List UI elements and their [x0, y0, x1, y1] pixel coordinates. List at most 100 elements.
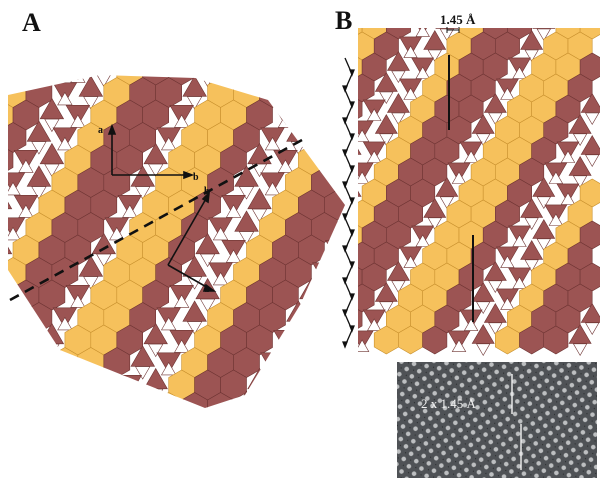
polyhedron: [560, 192, 576, 205]
polyhedron: [483, 93, 507, 113]
polyhedron: [532, 28, 556, 29]
polyhedron: [65, 75, 91, 82]
polyhedron: [199, 253, 216, 268]
polyhedron: [186, 96, 203, 110]
polyhedron: [500, 255, 515, 268]
polyhedron: [251, 208, 268, 223]
polyhedron: [264, 136, 281, 151]
polyhedron: [160, 316, 177, 331]
polyhedron: [366, 150, 382, 163]
polyhedron: [8, 324, 14, 356]
polyhedron: [182, 255, 207, 277]
polyhedron: [8, 347, 27, 378]
polyhedron: [560, 150, 576, 163]
polyhedron: [78, 255, 104, 277]
polyhedron: [524, 259, 539, 273]
polyhedron: [329, 249, 345, 263]
polyhedron: [290, 321, 307, 335]
polyhedron: [403, 87, 418, 100]
polyhedron: [386, 93, 410, 113]
polyhedron: [298, 369, 325, 401]
polyhedron: [391, 70, 406, 83]
polyhedron: [259, 392, 286, 408]
polyhedron: [512, 66, 527, 79]
zigzag-arrow-head: [342, 245, 348, 253]
polyhedron: [0, 254, 7, 266]
polyhedron: [572, 175, 588, 188]
polyhedron: [324, 324, 345, 356]
axes-lower: [167, 190, 217, 292]
zigzag-arrow-head: [349, 133, 355, 141]
polyhedron: [160, 136, 177, 151]
polyhedron: [147, 343, 164, 358]
polyhedra-layer-a: [0, 75, 345, 424]
polyhedron: [238, 231, 255, 245]
polyhedron: [536, 28, 552, 41]
panel-b-label: B: [335, 6, 353, 35]
polyhedron: [147, 163, 164, 178]
zigzag-arrow-head: [342, 117, 348, 125]
polyhedron: [173, 339, 190, 353]
polyhedron: [290, 96, 307, 110]
polyhedron: [18, 384, 34, 398]
zigzag-arrow-head: [349, 69, 355, 77]
polyhedron: [277, 114, 294, 128]
polyhedron: [584, 112, 600, 125]
polyhedron: [311, 347, 338, 378]
polyhedron: [143, 322, 168, 345]
polyhedron: [186, 321, 203, 335]
panel-a-structure: [0, 75, 345, 424]
polyhedron: [325, 75, 345, 82]
polyhedron: [225, 75, 242, 83]
spacing-label: 1.45 Å: [440, 12, 476, 27]
polyhedron: [422, 325, 448, 355]
polyhedron: [423, 30, 447, 50]
polyhedron: [212, 271, 229, 286]
polyhedron: [391, 112, 406, 125]
polyhedron: [286, 75, 311, 97]
panel-b-structure: [358, 28, 600, 356]
polyhedron: [488, 112, 503, 125]
polyhedron: [70, 75, 86, 83]
polyhedra-layer-b: [358, 28, 600, 356]
polyhedron: [26, 345, 52, 367]
polyhedron: [18, 159, 34, 173]
polyhedron: [488, 322, 503, 335]
zigzag-arrow-head: [342, 341, 348, 349]
polyhedron: [96, 253, 112, 268]
polyhedron: [44, 343, 60, 358]
polyhedron: [427, 217, 443, 230]
polyhedron: [285, 347, 312, 378]
polyhedron: [13, 374, 39, 397]
polyhedron: [147, 388, 164, 403]
polyhedron: [273, 329, 298, 352]
polyhedron: [90, 369, 118, 401]
polyhedron: [572, 343, 588, 356]
polyhedron: [572, 133, 588, 146]
polyhedron: [134, 186, 151, 200]
polyhedron: [584, 322, 600, 335]
polyhedron: [212, 226, 229, 241]
polyhedron: [8, 75, 14, 86]
hrtem-micrograph: 2 x 1.45 Å: [397, 362, 597, 478]
polyhedron: [415, 234, 430, 247]
polyhedron: [225, 249, 242, 263]
polyhedron: [500, 87, 515, 100]
polyhedron: [182, 300, 207, 322]
polyhedron: [239, 412, 253, 424]
polyhedron: [264, 361, 281, 376]
polyhedron: [38, 75, 66, 86]
polyhedron: [543, 325, 569, 355]
axis-label-a-lower: a: [204, 284, 209, 295]
polyhedron: [31, 366, 47, 380]
polyhedron: [312, 82, 337, 104]
polyhedron: [358, 99, 363, 119]
polyhedron: [475, 133, 491, 146]
polyhedron: [246, 75, 273, 86]
zigzag-arrow-head: [342, 309, 348, 317]
axis-label-b-lower: b: [204, 186, 210, 197]
polyhedron: [312, 262, 337, 284]
polyhedron: [298, 324, 325, 356]
polyhedron: [272, 369, 299, 401]
dashed-boundary-line: [9, 138, 303, 302]
